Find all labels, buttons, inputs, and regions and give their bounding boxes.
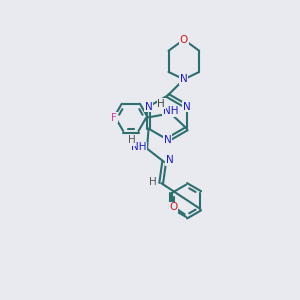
Text: O: O <box>180 34 188 45</box>
Text: H: H <box>128 135 136 146</box>
Text: N: N <box>166 155 173 166</box>
Text: O: O <box>169 202 178 212</box>
Text: N: N <box>164 135 172 145</box>
Text: H: H <box>157 99 165 109</box>
Text: N: N <box>180 74 188 84</box>
Text: NH: NH <box>131 142 147 152</box>
Text: NH: NH <box>163 106 178 116</box>
Text: H: H <box>149 177 157 187</box>
Text: F: F <box>111 113 117 123</box>
Text: N: N <box>183 102 191 112</box>
Text: N: N <box>145 102 152 112</box>
